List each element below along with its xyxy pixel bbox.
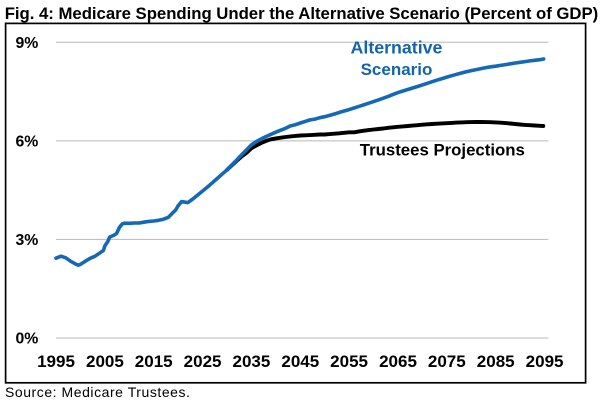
svg-text:2045: 2045: [281, 352, 319, 371]
svg-text:2015: 2015: [135, 352, 173, 371]
svg-text:Alternative: Alternative: [351, 38, 443, 58]
svg-text:0%: 0%: [15, 331, 38, 348]
svg-text:2055: 2055: [330, 352, 368, 371]
svg-text:2005: 2005: [86, 352, 124, 371]
svg-text:2065: 2065: [379, 352, 417, 371]
svg-text:2025: 2025: [184, 352, 222, 371]
svg-text:2085: 2085: [477, 352, 515, 371]
svg-text:Trustees Projections: Trustees Projections: [360, 141, 525, 160]
svg-text:Scenario: Scenario: [361, 60, 433, 79]
svg-text:Source: Medicare Trustees.: Source: Medicare Trustees.: [5, 384, 191, 400]
svg-text:9%: 9%: [15, 35, 38, 52]
svg-text:6%: 6%: [15, 134, 38, 151]
svg-text:3%: 3%: [15, 232, 38, 249]
svg-text:1995: 1995: [37, 352, 75, 371]
svg-text:2075: 2075: [428, 352, 466, 371]
svg-text:2035: 2035: [232, 352, 270, 371]
svg-text:Fig. 4: Medicare Spending Unde: Fig. 4: Medicare Spending Under the Alte…: [5, 4, 599, 23]
svg-text:2095: 2095: [526, 352, 564, 371]
